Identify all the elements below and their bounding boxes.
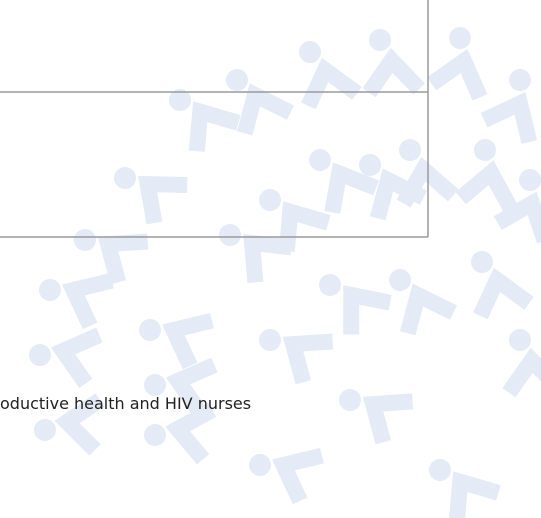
page: oductive health and HIV nurses <box>0 0 541 518</box>
body-text: oductive health and HIV nurses <box>0 394 251 413</box>
table-borders <box>0 0 541 518</box>
